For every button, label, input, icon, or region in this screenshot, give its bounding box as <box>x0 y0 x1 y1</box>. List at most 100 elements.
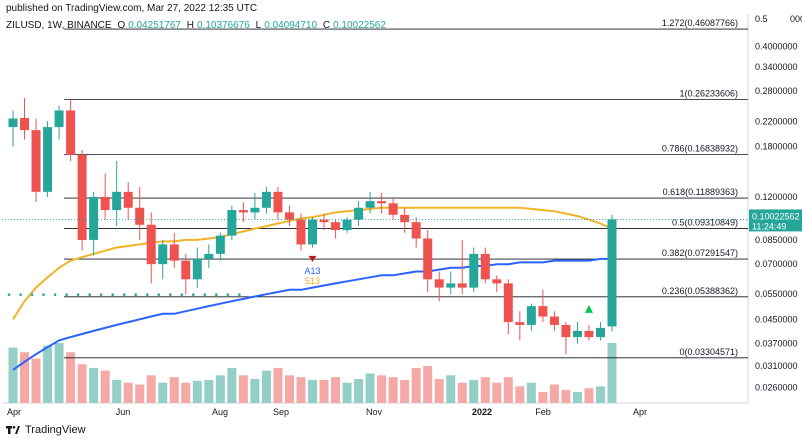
volume-bar <box>469 379 479 403</box>
price-tick-label: 0.2200000 <box>755 116 798 126</box>
fib-levels: 1.272(0.46087766) 1(0.26233606) 0.786(0.16… <box>64 18 748 359</box>
price-axis: 0.5 0.4000000 0.3400000 0.2800000 0.2200000 0… <box>749 14 802 393</box>
volume-bar <box>584 388 594 403</box>
volume-bar <box>319 379 329 403</box>
candle-body <box>238 210 248 213</box>
volume-bar <box>31 358 41 403</box>
tradingview-footer[interactable]: TradingView <box>6 424 86 436</box>
volume-bar <box>250 379 260 403</box>
support-dot <box>168 293 172 296</box>
candle-body <box>446 283 456 288</box>
time-tick-label: Apr <box>633 407 647 417</box>
symbol-label[interactable]: ZILUSD, 1W, BINANCE <box>6 20 112 31</box>
volume-bar <box>135 384 145 403</box>
price-tick-label: 0.0260000 <box>755 383 798 393</box>
support-dot <box>42 293 45 296</box>
price-tick-label: 0.1800000 <box>755 141 798 151</box>
support-dot <box>99 293 103 296</box>
fib-level-label: 0.786(0.16838932) <box>662 144 738 154</box>
candle-body <box>469 253 479 288</box>
candle-body <box>584 330 594 338</box>
candle-body <box>284 212 294 220</box>
fib-level-label: 1.272(0.46087766) <box>662 18 738 28</box>
volume-bar <box>388 377 398 403</box>
volume-bar <box>538 391 548 403</box>
candle-body <box>89 196 99 240</box>
price-tick-label: 0.0450000 <box>755 314 798 324</box>
volume-bar <box>503 377 513 403</box>
close-label: C <box>322 20 331 31</box>
candle-body <box>8 118 18 128</box>
candle-body <box>296 219 306 245</box>
support-dot <box>180 293 184 296</box>
volume-bar <box>296 377 306 403</box>
low-value: 0.04094710 <box>264 20 318 31</box>
td-marker-label: 513 <box>305 276 320 286</box>
ma-slow-line <box>12 257 612 371</box>
candle-body <box>423 238 433 280</box>
support-dot <box>53 293 57 296</box>
candle-body <box>561 324 571 338</box>
volume-bar <box>331 377 341 403</box>
candle-body <box>492 279 502 284</box>
time-tick-label: 2022 <box>472 407 492 417</box>
volume-bar <box>100 370 110 403</box>
price-tick-label: 0.5 <box>755 14 768 24</box>
candle-body <box>66 110 76 155</box>
candle-body <box>215 235 225 254</box>
support-dot <box>7 293 11 296</box>
candle-body <box>595 327 605 338</box>
candle-body <box>607 219 617 327</box>
volume-bars <box>8 343 617 403</box>
candle-body <box>434 279 444 288</box>
volume-bar <box>342 382 352 403</box>
fib-level-label: 0.618(0.11889363) <box>663 187 738 197</box>
volume-bar <box>43 345 53 403</box>
buy-star-icon <box>584 304 593 313</box>
candles <box>8 98 617 355</box>
candle-body <box>549 316 559 325</box>
support-dot <box>203 293 207 296</box>
candle-body <box>377 201 387 204</box>
candle-body <box>204 253 214 259</box>
candle-body <box>273 191 283 213</box>
volume-bar <box>66 352 76 403</box>
published-caption: published on TradingView.com, Mar 27, 20… <box>6 3 258 14</box>
candle-body <box>169 244 179 261</box>
support-dot <box>226 293 230 296</box>
candle-body <box>181 260 191 280</box>
support-dot <box>157 293 161 296</box>
candle-body <box>43 127 53 192</box>
volume-bar <box>572 391 582 403</box>
candle-body <box>192 258 202 280</box>
support-dot <box>238 293 241 296</box>
price-tick-label: 0.3400000 <box>755 62 798 72</box>
candle-body <box>411 222 421 239</box>
volume-bar <box>434 379 444 403</box>
volume-bar <box>204 379 214 403</box>
candle-body <box>319 219 329 223</box>
candle-body <box>308 219 317 245</box>
volume-bar <box>215 375 225 403</box>
support-dot <box>88 293 91 296</box>
volume-bar <box>273 367 283 403</box>
price-tick-label: 0.0310000 <box>755 361 798 371</box>
open-value: 0.04251767 <box>128 20 181 31</box>
candle-body <box>457 283 467 288</box>
support-dot <box>192 293 195 296</box>
volume-bar <box>181 382 191 403</box>
price-tick-label: 0.0850000 <box>755 235 798 245</box>
volume-bar <box>169 377 179 403</box>
time-tick-label: Feb <box>535 407 551 417</box>
support-dot <box>111 293 114 296</box>
low-label: L <box>255 20 262 31</box>
high-value: 0.10376676 <box>197 20 250 31</box>
candle-body <box>54 110 64 128</box>
volume-bar <box>308 379 317 403</box>
candle-body <box>250 207 260 213</box>
volume-bar <box>561 390 571 403</box>
